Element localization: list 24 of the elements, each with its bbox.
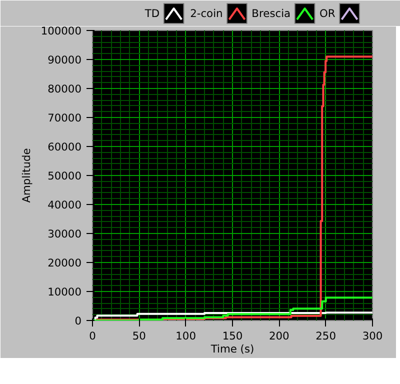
y-tick-label: 50000 — [48, 170, 82, 182]
y-tick-label: 80000 — [48, 82, 82, 96]
legend-label: Brescia — [252, 7, 291, 20]
y-tick-label: 60000 — [48, 140, 82, 154]
legend-label: OR — [320, 7, 336, 20]
y-tick-label: 100000 — [40, 24, 82, 38]
x-tick-label: 150 — [222, 330, 243, 342]
y-axis-title: Amplitude — [20, 148, 33, 203]
legend-label: TD — [144, 7, 160, 20]
x-tick-label: 200 — [268, 330, 290, 342]
y-tick-label: 10000 — [48, 286, 82, 298]
y-tick-label: 0 — [74, 314, 82, 328]
x-tick-label: 50 — [132, 330, 146, 342]
y-tick-label: 30000 — [48, 228, 82, 240]
y-tick-label: 90000 — [48, 54, 82, 66]
x-tick-label: 300 — [362, 330, 383, 342]
x-tick-label: 250 — [316, 330, 336, 342]
y-tick-label: 70000 — [48, 112, 82, 124]
x-tick-label: 0 — [89, 330, 96, 342]
x-axis-title: Time (s) — [210, 342, 254, 356]
y-tick-label: 20000 — [48, 256, 82, 270]
x-tick-label: 100 — [176, 330, 196, 342]
y-tick-label: 40000 — [48, 198, 82, 212]
legend-label: 2-coin — [190, 7, 223, 20]
